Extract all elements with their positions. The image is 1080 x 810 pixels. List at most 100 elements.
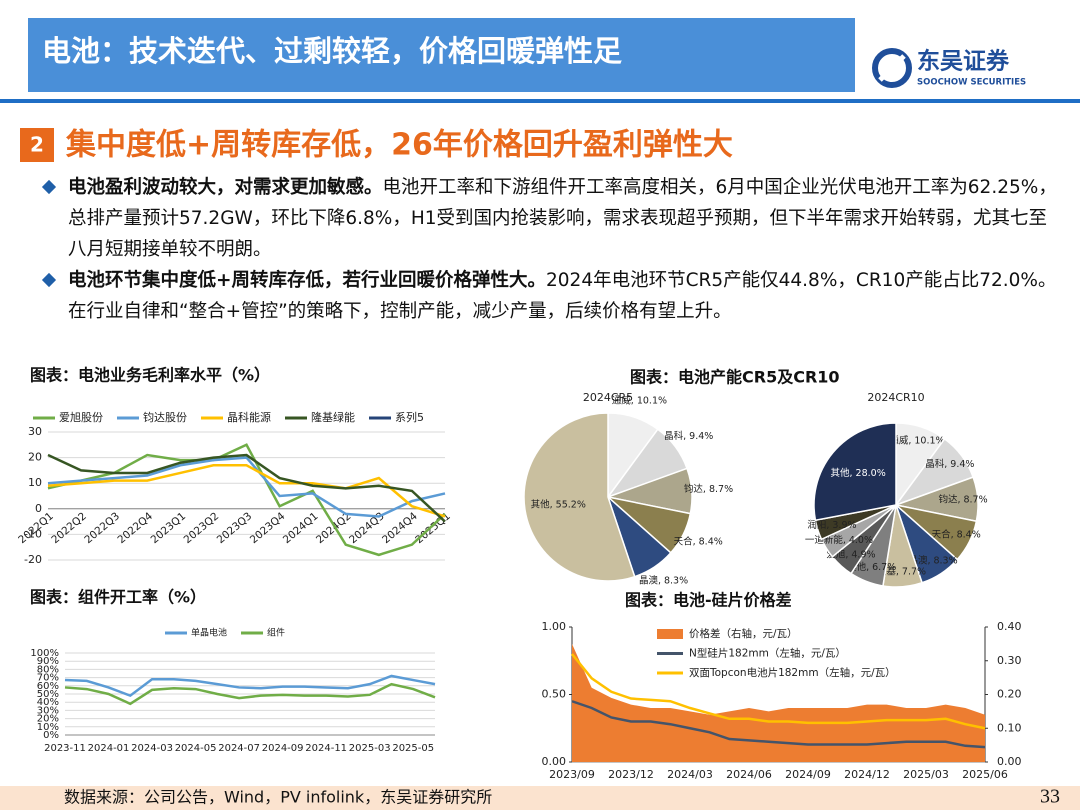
x-tick-label: 2024-09 <box>262 743 304 754</box>
y-tick-label: 10 <box>28 476 42 489</box>
y-tick-label: 0.50 <box>542 688 567 701</box>
y-tick-label: 30 <box>28 425 42 438</box>
x-tick-label: 2023Q3 <box>215 510 255 546</box>
x-tick-label: 2024Q4 <box>380 510 420 546</box>
x-tick-label: 2024/12 <box>844 768 890 781</box>
y-tick-label: 100% <box>30 648 59 659</box>
y-tick-label: 50% <box>37 689 59 700</box>
legend-label: 晶科能源 <box>227 410 271 424</box>
bullet: 电池盈利波动较大，对需求更加敏感。电池开工率和下游组件开工率高度相关，6月中国企… <box>40 172 1060 265</box>
chart-title: 图表：电池产能CR5及CR10 <box>630 368 840 387</box>
footer-source: 数据来源：公司公告，Wind，PV infolink，东吴证券研究所 <box>64 788 492 807</box>
y-tick-label: 0% <box>43 730 59 741</box>
x-tick-label: 2023-11 <box>44 743 86 754</box>
line <box>64 674 436 698</box>
y-tick-label: 90% <box>37 656 59 667</box>
y-tick-label: 0 <box>35 502 42 515</box>
x-tick-label: 2025/03 <box>903 768 949 781</box>
x-tick-label: 2023Q4 <box>248 510 288 546</box>
pie-label: 天合, 8.4% <box>674 536 723 548</box>
section-number: 2 <box>30 133 44 157</box>
logo-en: SOOCHOW SECURITIES <box>917 78 1026 88</box>
x-tick-label: 2024Q1 <box>281 510 321 546</box>
x-tick-label: 2024/06 <box>726 768 772 781</box>
area <box>572 643 985 762</box>
line <box>571 700 986 749</box>
y-tick-label: -10 <box>24 527 42 540</box>
pie-subtitle: 2024CR5 <box>583 391 633 404</box>
y2-tick-label: 0.00 <box>997 755 1022 768</box>
y-tick-label: 0.00 <box>542 755 567 768</box>
pie-slice <box>523 412 636 582</box>
pie-label: 天合, 8.4% <box>932 529 981 541</box>
legend-label: 单晶电池 <box>191 627 227 639</box>
x-tick-label: 2025-05 <box>392 743 434 754</box>
x-tick-label: 2023/12 <box>608 768 654 781</box>
x-tick-label: 2024-05 <box>175 743 217 754</box>
pie-label: 晶科, 9.4% <box>925 458 974 470</box>
bullet-text: 2024年电池环节CR5产能仅44.8%，CR10产能占比72.0%。在行业自律… <box>68 270 1057 322</box>
line <box>47 456 446 518</box>
x-tick-label: 2022Q1 <box>16 510 56 546</box>
pie-subtitle: 2024CR10 <box>867 391 924 404</box>
pie-label: 一道新能, 4.0% <box>805 534 873 546</box>
pie-label: 钧达, 8.7% <box>684 483 733 495</box>
legend-label: 钧达股份 <box>143 410 187 424</box>
pie-label: 晶澳, 8.3% <box>639 575 688 587</box>
x-tick-label: 2024/03 <box>667 768 713 781</box>
logo-icon <box>872 48 912 88</box>
pie-label: 晶澳, 8.3% <box>908 555 957 567</box>
x-tick-label: 2023Q1 <box>149 510 189 546</box>
y-tick-label: 70% <box>37 673 59 684</box>
chart-title: 图表：组件开工率（%） <box>30 588 206 607</box>
x-tick-label: 2022Q4 <box>115 510 155 546</box>
pie-label: 通威, 10.1% <box>612 395 667 407</box>
header-rule <box>0 99 1080 103</box>
legend-swatch <box>657 629 683 639</box>
x-tick-label: 2024/09 <box>785 768 831 781</box>
bullet-text: 电池开工率和下游组件开工率高度相关，6月中国企业光伏电池开工率为62.25%，总… <box>68 177 1057 260</box>
legend-label: 隆基绿能 <box>311 410 355 424</box>
y-tick-label: 40% <box>37 697 59 708</box>
slide-title: 电池：技术迭代、过剩较轻，价格回暖弹性足 <box>42 34 622 68</box>
x-tick-label: 2023Q2 <box>182 510 222 546</box>
section-title: 集中度低+周转库存低，26年价格回升盈利弹性大 <box>65 128 733 163</box>
legend-label: 系列5 <box>395 410 424 424</box>
x-tick-label: 2024-07 <box>218 743 260 754</box>
pie-label: 隆基, 7.7% <box>877 566 926 578</box>
pie-slice <box>813 422 897 522</box>
pie-label: 其他, 6.7% <box>847 561 896 573</box>
bullet-lead: 电池环节集中度低+周转库存低，若行业回暖价格弹性大。 <box>68 270 547 291</box>
legend-label: 双面Topcon电池片182mm（左轴，元/瓦） <box>689 666 896 679</box>
line <box>47 464 446 518</box>
logo-icon-slash <box>878 54 906 82</box>
pie-label: 晶科, 9.4% <box>664 430 713 442</box>
pie-label: 通威, 10.1% <box>889 435 944 447</box>
section-badge <box>20 128 54 162</box>
pie-label: 钧达, 8.7% <box>938 494 987 506</box>
y-tick-label: 10% <box>37 722 59 733</box>
y-tick-label: -20 <box>24 553 42 566</box>
x-tick-label: 2022Q2 <box>49 510 89 546</box>
legend-label: 价格差（右轴，元/瓦） <box>689 627 798 640</box>
bullet-lead: 电池盈利波动较大，对需求更加敏感。 <box>68 177 383 198</box>
bullets: 电池盈利波动较大，对需求更加敏感。电池开工率和下游组件开工率高度相关，6月中国企… <box>40 172 1060 327</box>
bullet: 电池环节集中度低+周转库存低，若行业回暖价格弹性大。2024年电池环节CR5产能… <box>40 265 1060 327</box>
x-tick-label: 2023/09 <box>549 768 595 781</box>
y-tick-label: 80% <box>37 664 59 675</box>
y-tick-label: 60% <box>37 681 59 692</box>
y2-tick-label: 0.30 <box>997 654 1022 667</box>
line <box>47 453 446 523</box>
line <box>571 653 986 730</box>
title-banner <box>28 18 855 92</box>
y-tick-label: 20 <box>28 451 42 464</box>
pie-label: 其他, 55.2% <box>531 499 586 511</box>
y-tick-label: 1.00 <box>542 620 567 633</box>
pie-label: 其他, 28.0% <box>831 467 886 479</box>
chart-title: 图表：电池业务毛利率水平（%） <box>30 366 270 385</box>
x-tick-label: 2022Q3 <box>82 510 122 546</box>
y2-tick-label: 0.10 <box>997 721 1022 734</box>
y2-tick-label: 0.40 <box>997 620 1022 633</box>
page-number: 33 <box>1040 786 1060 808</box>
